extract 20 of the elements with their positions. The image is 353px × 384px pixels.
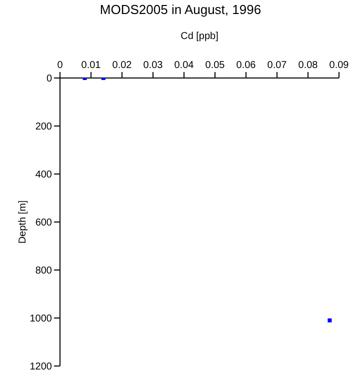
x-tick-label: 0.03 (143, 60, 164, 71)
y-tick-label: 1000 (30, 314, 52, 325)
y-tick-label: 800 (35, 266, 52, 277)
x-tick-label: 0.01 (81, 60, 102, 71)
y-tick-label: 1200 (30, 362, 52, 373)
x-tick-label: 0.05 (205, 60, 226, 71)
y-axis-title: Depth [m] (18, 200, 29, 244)
y-tick-label: 400 (35, 170, 52, 181)
chart-title: MODS2005 in August, 1996 (98, 2, 262, 19)
x-tick-label: 0 (57, 60, 64, 71)
x-tick-label: 0.02 (112, 60, 132, 71)
x-tick-label: 0.06 (236, 60, 256, 71)
y-tick-label: 200 (35, 122, 52, 133)
x-tick-label: 0.08 (298, 60, 318, 71)
x-tick-label: 0.07 (267, 60, 288, 71)
y-tick-label: 0 (46, 74, 52, 85)
x-axis-title: Cd [ppb] (180, 31, 219, 42)
x-tick-label: 0.04 (174, 60, 194, 71)
y-tick-label: 600 (35, 218, 52, 229)
x-tick-label: 0.09 (329, 60, 350, 71)
